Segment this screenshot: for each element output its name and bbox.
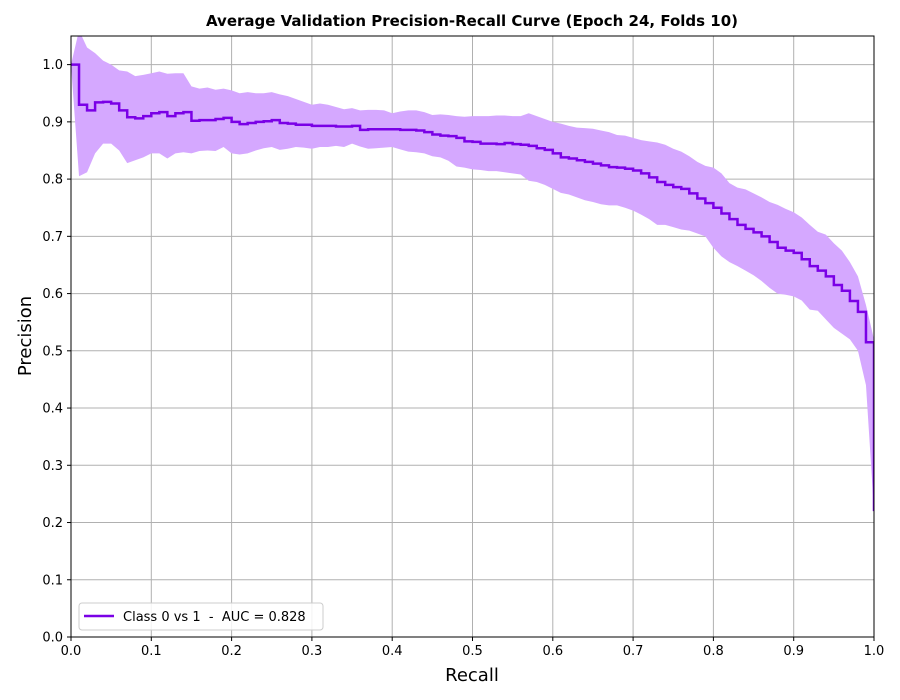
y-tick-label-10: 1.0 [42, 58, 63, 73]
y-tick-label-3: 0.3 [42, 459, 63, 474]
series-lines [71, 63, 874, 512]
y-tick-label-9: 0.9 [42, 115, 63, 130]
x-tick-label-3: 0.3 [302, 644, 323, 659]
x-axis-ticks: 0.0 0.1 0.2 0.3 0.4 0.5 0.6 0.7 0.8 0.9 1.0 [61, 637, 885, 659]
series-0-line [71, 63, 874, 512]
y-axis-ticks: 0.0 0.1 0.2 0.3 0.4 0.5 0.6 0.7 0.8 0.9 1.0 [42, 58, 71, 646]
y-tick-label-7: 0.7 [42, 230, 63, 245]
x-tick-label-5: 0.5 [462, 644, 483, 659]
y-tick-label-6: 0.6 [42, 287, 63, 302]
x-tick-label-9: 0.9 [783, 644, 804, 659]
confidence-band [71, 36, 874, 512]
x-tick-label-8: 0.8 [703, 644, 724, 659]
x-tick-label-4: 0.4 [382, 644, 403, 659]
x-tick-label-1: 0.1 [141, 644, 162, 659]
x-tick-label-10: 1.0 [864, 644, 885, 659]
x-tick-label-6: 0.6 [542, 644, 563, 659]
x-tick-label-0: 0.0 [61, 644, 82, 659]
legend: Class 0 vs 1 - AUC = 0.828 [78, 602, 324, 631]
y-tick-label-8: 0.8 [42, 173, 63, 188]
legend-box [78, 602, 324, 631]
y-tick-label-2: 0.2 [42, 516, 63, 531]
y-tick-label-4: 0.4 [42, 402, 63, 417]
x-tick-label-2: 0.2 [221, 644, 242, 659]
y-axis-label: Precision [15, 296, 36, 376]
y-tick-label-0: 0.0 [42, 631, 63, 646]
series-0-band [71, 36, 874, 512]
legend-label: Class 0 vs 1 - AUC = 0.828 [123, 610, 306, 625]
x-axis-label: Recall [445, 665, 499, 686]
y-tick-label-5: 0.5 [42, 344, 63, 359]
chart-title: Average Validation Precision-Recall Curv… [206, 12, 738, 30]
x-tick-label-7: 0.7 [623, 644, 644, 659]
y-tick-label-1: 0.1 [42, 573, 63, 588]
